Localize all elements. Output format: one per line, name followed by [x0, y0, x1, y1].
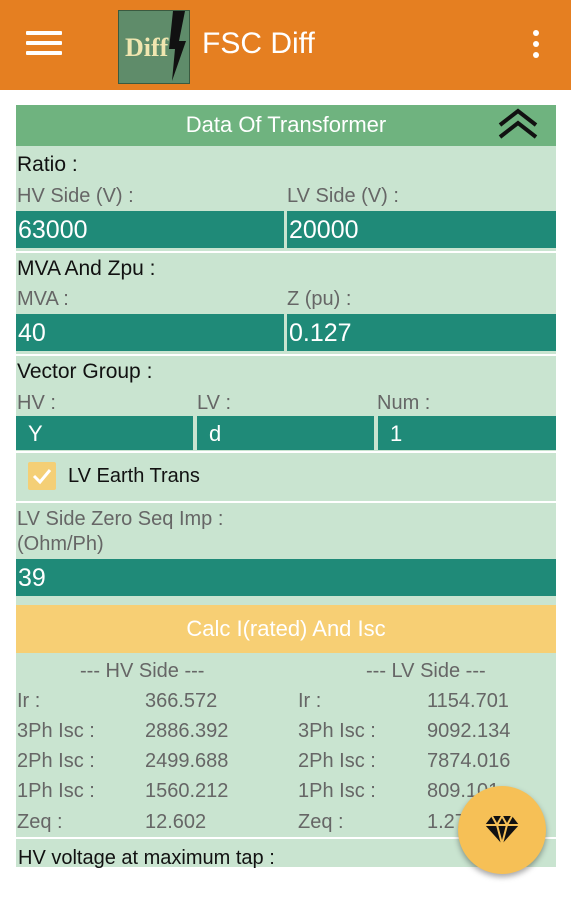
logo-text: Diff	[125, 33, 169, 62]
lv-side-label: LV Side (V) :	[287, 185, 399, 207]
overflow-menu-button[interactable]	[528, 30, 544, 62]
lv-vector-select[interactable]: d	[197, 416, 374, 450]
hv-3ph-isc-value: 2886.392	[145, 720, 229, 742]
lv-3ph-isc-value: 9092.134	[427, 720, 511, 742]
zero-seq-input[interactable]: 39	[16, 559, 556, 596]
lv-2ph-isc-label: 2Ph Isc :	[298, 750, 376, 772]
zero-seq-unit-label: (Ohm/Ph)	[17, 533, 104, 555]
lv-zeq-value: 1.27	[427, 811, 466, 833]
hv-zeq-value: 12.602	[145, 811, 207, 833]
hamburger-menu-icon	[26, 31, 62, 35]
section-title: Data Of Transformer	[185, 112, 387, 137]
lv-ir-value: 1154.701	[427, 690, 509, 712]
lightning-bolt-icon	[169, 11, 186, 81]
hv-voltage-max-tap-label: HV voltage at maximum tap :	[18, 847, 275, 869]
app-bar: Diff FSC Diff	[0, 0, 571, 90]
divider	[16, 251, 556, 253]
z-pu-input[interactable]: 0.127	[287, 314, 556, 351]
hv-3ph-isc-label: 3Ph Isc :	[17, 720, 95, 742]
lv-2ph-isc-value: 7874.016	[427, 750, 511, 772]
menu-button[interactable]	[26, 31, 62, 59]
divider	[16, 354, 556, 356]
num-vector-select[interactable]: 1	[378, 416, 556, 450]
lv-side-input[interactable]: 20000	[287, 211, 556, 248]
ratio-label: Ratio :	[17, 153, 78, 176]
check-icon	[32, 469, 52, 485]
hv-label: HV :	[17, 392, 56, 414]
hv-zeq-label: Zeq :	[17, 811, 63, 833]
num-label: Num :	[377, 392, 431, 414]
hv-vector-select[interactable]: Y	[16, 416, 193, 450]
hv-2ph-isc-label: 2Ph Isc :	[17, 750, 95, 772]
lv-ir-label: Ir :	[298, 690, 322, 712]
mva-input[interactable]: 40	[16, 314, 284, 351]
premium-fab-button[interactable]	[458, 786, 546, 874]
divider	[16, 501, 556, 503]
lv-side-header: --- LV Side ---	[366, 660, 486, 682]
app-logo: Diff	[118, 10, 190, 84]
lv-label: LV :	[197, 392, 232, 414]
vector-group-label: Vector Group :	[17, 360, 153, 383]
lv-1ph-isc-label: 1Ph Isc :	[298, 780, 376, 802]
lv-earth-trans-label: LV Earth Trans	[68, 465, 200, 487]
hv-ir-value: 366.572	[145, 690, 218, 712]
hv-1ph-isc-value: 1560.212	[145, 780, 229, 802]
double-chevron-up-icon[interactable]	[496, 105, 540, 146]
hv-1ph-isc-label: 1Ph Isc :	[17, 780, 95, 802]
zero-seq-label: LV Side Zero Seq Imp :	[17, 508, 224, 530]
hv-side-header: --- HV Side ---	[80, 660, 205, 682]
hv-side-label: HV Side (V) :	[17, 185, 134, 207]
mva-label: MVA :	[17, 288, 69, 310]
diamond-icon	[485, 814, 519, 846]
z-pu-label: Z (pu) :	[287, 288, 352, 310]
lv-3ph-isc-label: 3Ph Isc :	[298, 720, 376, 742]
transformer-panel: Data Of Transformer Ratio : HV Side (V) …	[16, 105, 556, 869]
hv-2ph-isc-value: 2499.688	[145, 750, 229, 772]
mva-zpu-label: MVA And Zpu :	[17, 257, 156, 280]
app-title: FSC Diff	[202, 27, 315, 60]
lv-earth-trans-checkbox[interactable]	[28, 462, 56, 490]
hv-ir-label: Ir :	[17, 690, 41, 712]
divider	[16, 837, 556, 839]
calc-button[interactable]: Calc I(rated) And Isc	[16, 605, 556, 653]
more-vert-icon	[533, 30, 539, 36]
lv-zeq-label: Zeq :	[298, 811, 344, 833]
divider	[16, 451, 556, 453]
section-header[interactable]: Data Of Transformer	[16, 105, 556, 146]
hv-side-input[interactable]: 63000	[16, 211, 284, 248]
